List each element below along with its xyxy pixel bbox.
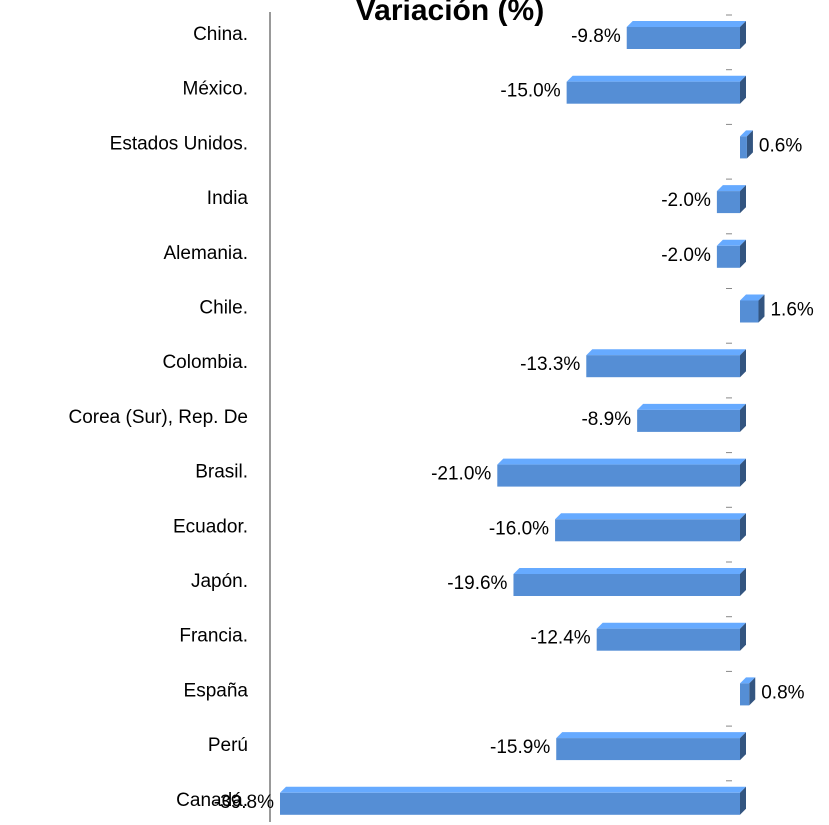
bar-side — [740, 458, 746, 487]
bar-top — [716, 185, 746, 192]
bar-top — [637, 403, 746, 410]
category-label: Perú — [208, 735, 248, 756]
bar-side — [740, 185, 746, 214]
bar — [740, 136, 747, 159]
category-label: Canadá. — [176, 790, 248, 811]
bar-side — [740, 403, 746, 432]
bar-side — [740, 786, 746, 815]
data-label: -21.0% — [431, 464, 491, 485]
bar-top — [626, 21, 746, 27]
bar — [596, 628, 740, 651]
bar — [497, 464, 740, 487]
bar — [566, 81, 740, 104]
bar-top — [586, 349, 746, 356]
category-label: Colombia. — [162, 352, 248, 373]
data-label: -2.0% — [661, 190, 711, 211]
bar-side — [749, 677, 756, 706]
category-label: Chile. — [199, 298, 248, 319]
bar-top — [716, 239, 746, 246]
bar — [556, 738, 740, 761]
bar — [637, 409, 740, 432]
data-label: -13.3% — [520, 354, 580, 375]
bar-side — [740, 239, 746, 268]
bar-top — [566, 75, 746, 82]
bar — [555, 519, 740, 542]
bar — [280, 792, 740, 815]
bar-side — [758, 294, 765, 323]
data-label: -15.0% — [500, 81, 560, 102]
bar-side — [740, 513, 746, 542]
bar-side — [740, 732, 746, 761]
bar — [716, 245, 740, 268]
data-label: 0.8% — [761, 682, 804, 703]
bar-side — [740, 568, 746, 596]
bar-side — [740, 21, 746, 49]
chart-title: Variación (%) — [356, 0, 544, 27]
bar-top — [280, 786, 746, 793]
data-label: -12.4% — [530, 628, 590, 649]
data-label: 0.6% — [759, 135, 802, 156]
bar-side — [740, 349, 746, 378]
bar — [740, 300, 759, 323]
category-label: España — [184, 680, 249, 701]
category-label: Alemania. — [164, 243, 249, 264]
bar — [716, 191, 740, 214]
bar-side — [746, 130, 753, 159]
bar-top — [497, 458, 746, 465]
category-label: Brasil. — [195, 462, 248, 483]
data-label: -9.8% — [571, 26, 621, 47]
category-label: Estados Unidos. — [110, 133, 248, 154]
bar-top — [556, 732, 746, 739]
bar-top — [740, 130, 753, 137]
category-label: México. — [183, 79, 248, 100]
bar — [626, 27, 740, 49]
bar-top — [513, 568, 746, 574]
data-label: -19.6% — [447, 573, 507, 594]
data-label: -2.0% — [661, 245, 711, 266]
bar-top — [740, 294, 765, 301]
bar-side — [740, 622, 746, 651]
category-label: India — [207, 188, 249, 209]
bar-top — [740, 677, 756, 684]
data-label: 1.6% — [770, 300, 813, 321]
bar-side — [740, 75, 746, 104]
bar — [513, 574, 740, 596]
data-label: -15.9% — [490, 737, 550, 758]
data-label: -16.0% — [489, 518, 549, 539]
category-label: Francia. — [179, 626, 248, 647]
bar — [586, 355, 740, 378]
category-label: Corea (Sur), Rep. De — [68, 407, 248, 428]
category-label: Japón. — [191, 571, 248, 592]
category-label: China. — [193, 24, 248, 45]
bar — [740, 683, 750, 706]
bar-top — [555, 513, 746, 520]
data-label: -39.8% — [214, 792, 274, 813]
data-label: -8.9% — [581, 409, 631, 430]
category-label: Ecuador. — [173, 516, 248, 537]
bar-top — [596, 622, 746, 629]
